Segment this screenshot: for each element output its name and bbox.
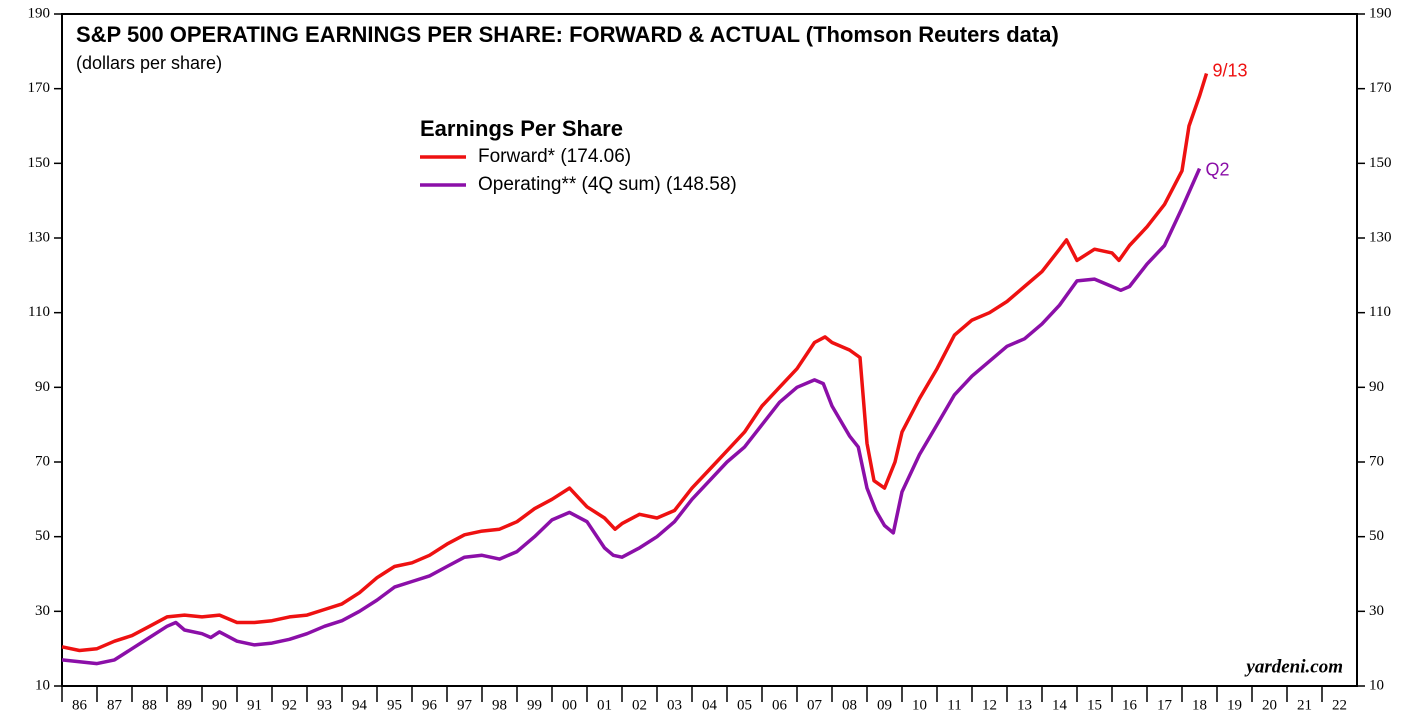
x-tick-label: 92 xyxy=(282,697,297,713)
y-tick-label: 150 xyxy=(28,155,51,171)
chart-subtitle: (dollars per share) xyxy=(76,53,222,73)
source: yardeni.com xyxy=(1244,656,1343,677)
y-tick-label: 130 xyxy=(28,229,51,245)
y2-tick-label: 70 xyxy=(1369,453,1384,469)
y2-tick-label: 90 xyxy=(1369,379,1384,395)
x-tick-label: 18 xyxy=(1192,697,1207,713)
x-tick-label: 11 xyxy=(947,697,961,713)
x-tick-label: 87 xyxy=(107,697,123,713)
x-tick-label: 04 xyxy=(702,697,718,713)
y2-tick-label: 150 xyxy=(1369,155,1392,171)
chart-title: S&P 500 OPERATING EARNINGS PER SHARE: FO… xyxy=(76,22,1059,47)
y2-tick-label: 110 xyxy=(1369,304,1391,320)
y-tick-label: 170 xyxy=(28,80,51,96)
x-tick-label: 95 xyxy=(387,697,402,713)
y-tick-label: 110 xyxy=(28,304,50,320)
y2-tick-label: 190 xyxy=(1369,5,1392,21)
x-tick-label: 91 xyxy=(247,697,262,713)
y2-tick-label: 30 xyxy=(1369,603,1384,619)
x-tick-label: 10 xyxy=(912,697,927,713)
x-tick-label: 19 xyxy=(1227,697,1242,713)
x-tick-label: 15 xyxy=(1087,697,1102,713)
y-tick-label: 30 xyxy=(35,603,50,619)
x-tick-label: 00 xyxy=(562,697,577,713)
y2-tick-label: 170 xyxy=(1369,80,1392,96)
x-tick-label: 01 xyxy=(597,697,612,713)
x-tick-label: 09 xyxy=(877,697,892,713)
x-tick-label: 13 xyxy=(1017,697,1032,713)
line-series xyxy=(61,167,1202,666)
x-tick-label: 20 xyxy=(1262,697,1277,713)
x-tick-label: 99 xyxy=(527,697,542,713)
x-tick-label: 22 xyxy=(1332,697,1347,713)
x-tick-label: 86 xyxy=(72,697,88,713)
y2-tick-label: 130 xyxy=(1369,229,1392,245)
x-tick-label: 17 xyxy=(1157,697,1173,713)
y2-tick-label: 10 xyxy=(1369,677,1384,693)
y-tick-label: 190 xyxy=(28,5,51,21)
line-series xyxy=(61,72,1209,653)
y-tick-label: 50 xyxy=(35,528,50,544)
legend-title: Earnings Per Share xyxy=(420,116,623,141)
x-tick-label: 02 xyxy=(632,697,647,713)
legend-label: Forward* (174.06) xyxy=(478,146,631,167)
end-annotation: 9/13 xyxy=(1213,60,1248,80)
x-tick-label: 89 xyxy=(177,697,192,713)
x-tick-label: 88 xyxy=(142,697,157,713)
x-tick-label: 93 xyxy=(317,697,332,713)
x-tick-label: 90 xyxy=(212,697,227,713)
x-tick-label: 96 xyxy=(422,697,438,713)
legend-label: Operating** (4Q sum) (148.58) xyxy=(478,174,737,195)
plot-frame xyxy=(61,13,1358,687)
x-tick-label: 14 xyxy=(1052,697,1068,713)
x-tick-label: 12 xyxy=(982,697,997,713)
x-tick-label: 03 xyxy=(667,697,682,713)
x-tick-label: 97 xyxy=(457,697,473,713)
x-tick-label: 94 xyxy=(352,697,368,713)
y-tick-label: 70 xyxy=(35,453,50,469)
x-tick-label: 08 xyxy=(842,697,857,713)
y-tick-label: 10 xyxy=(35,677,50,693)
x-tick-label: 05 xyxy=(737,697,752,713)
y-tick-label: 90 xyxy=(35,379,50,395)
y2-tick-label: 50 xyxy=(1369,528,1384,544)
x-tick-label: 98 xyxy=(492,697,507,713)
x-tick-label: 16 xyxy=(1122,697,1138,713)
x-tick-label: 21 xyxy=(1297,697,1312,713)
end-annotation: Q2 xyxy=(1206,159,1230,179)
x-tick-label: 07 xyxy=(807,697,823,713)
x-tick-label: 06 xyxy=(772,697,788,713)
